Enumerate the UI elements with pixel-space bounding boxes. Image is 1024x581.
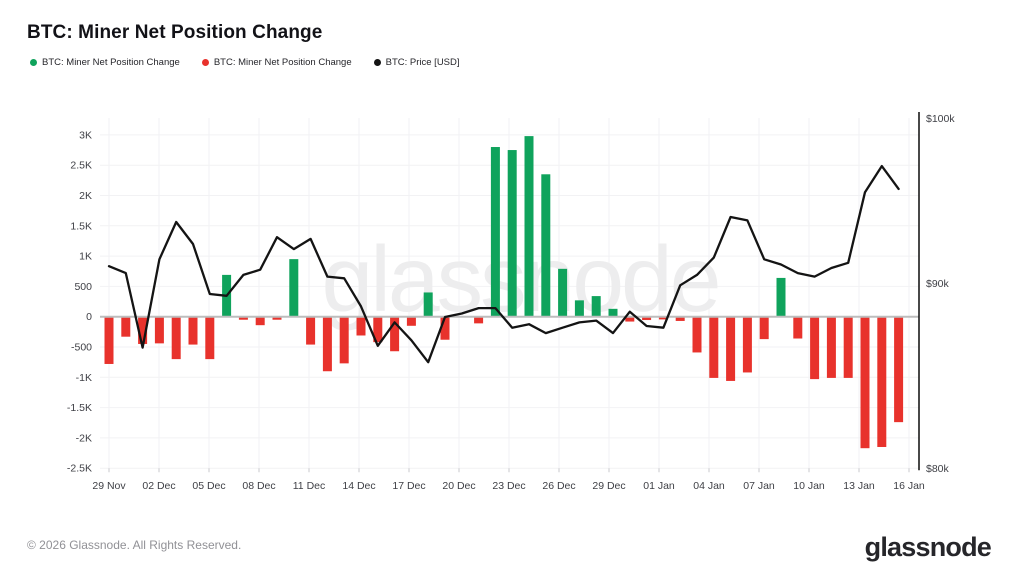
bar-negative[interactable] [877,316,887,447]
bar-negative[interactable] [373,316,383,343]
legend-label-negative: BTC: Miner Net Position Change [213,57,352,68]
x-axis-tick-label: 13 Jan [843,480,875,492]
legend-item-price[interactable]: BTC: Price [USD] [373,57,460,68]
x-axis-tick-label: 29 Nov [92,480,126,492]
bar-negative[interactable] [709,316,719,378]
bar-negative[interactable] [759,316,769,340]
bar-negative[interactable] [642,316,652,321]
bar-positive[interactable] [289,259,299,317]
x-axis-tick-label: 02 Dec [142,480,175,492]
btc-price-series[interactable] [107,164,900,364]
bar-negative[interactable] [440,316,450,340]
glassnode-watermark: glassnode [322,227,719,331]
left-axis-tick-label: -2K [76,432,92,444]
bar-negative[interactable] [810,316,820,380]
legend-item-positive[interactable]: BTC: Miner Net Position Change [30,57,180,68]
left-axis-tick-label: 2K [79,190,92,202]
bar-negative[interactable] [692,316,702,353]
left-axis-tick-label: 3K [79,129,92,141]
bar-negative[interactable] [171,316,181,360]
bar-positive[interactable] [524,136,534,317]
bar-positive[interactable] [591,296,601,317]
bar-negative[interactable] [356,316,366,336]
right-axis-tick-label: $80k [926,463,950,475]
legend-item-negative[interactable]: BTC: Miner Net Position Change [201,57,352,68]
bar-negative[interactable] [675,316,685,321]
copyright-text: © 2026 Glassnode. All Rights Reserved. [27,538,242,552]
page-title: BTC: Miner Net Position Change [27,22,323,43]
bar-positive[interactable] [608,308,618,317]
left-axis-tick-label: -2.5K [67,463,92,475]
bar-negative[interactable] [474,316,484,324]
bar-negative[interactable] [272,316,282,320]
x-axis-tick-label: 16 Jan [893,480,925,492]
bar-positive[interactable] [776,277,786,317]
bar-positive[interactable] [423,292,433,317]
x-axis-tick-label: 11 Dec [293,480,326,492]
legend-dot-green-icon [30,59,37,66]
bar-negative[interactable] [205,316,215,360]
left-axis-tick-label: 1K [79,251,92,263]
bar-negative[interactable] [306,316,316,345]
bar-positive[interactable] [541,174,551,317]
left-axis-tick-label: 2.5K [70,160,92,172]
x-axis-tick-label: 26 Dec [542,480,575,492]
bar-negative[interactable] [238,316,248,320]
x-axis-tick-label: 29 Dec [592,480,625,492]
bar-positive[interactable] [507,150,517,317]
net-position-bars [104,136,904,449]
bar-negative[interactable] [726,316,736,381]
bar-negative[interactable] [138,316,148,344]
left-axis-tick-label: -1K [76,372,92,384]
bar-negative[interactable] [658,316,668,320]
left-axis-tick-label: 0 [86,311,92,323]
x-axis-tick-label: 07 Jan [743,480,775,492]
glassnode-logo: glassnode [864,532,992,562]
x-axis-tick-label: 14 Dec [342,480,375,492]
left-axis-tick-label: -500 [71,342,92,354]
bar-negative[interactable] [322,316,332,372]
bar-negative[interactable] [742,316,752,373]
bar-negative[interactable] [860,316,870,449]
x-axis-tick-label: 23 Dec [492,480,525,492]
bar-negative[interactable] [843,316,853,378]
right-axis-tick-label: $90k [926,278,950,290]
bar-negative[interactable] [255,316,265,326]
x-axis-tick-label: 04 Jan [693,480,725,492]
bar-negative[interactable] [894,316,904,423]
x-axis-tick-label: 05 Dec [192,480,225,492]
x-axis-tick-label: 01 Jan [643,480,675,492]
x-axis-tick-label: 10 Jan [793,480,825,492]
bar-negative[interactable] [625,316,635,322]
bar-negative[interactable] [793,316,803,339]
left-axis-tick-label: 500 [74,281,92,293]
bar-negative[interactable] [188,316,198,345]
bar-negative[interactable] [104,316,114,364]
bar-negative[interactable] [406,316,416,326]
chart-legend: BTC: Miner Net Position Change BTC: Mine… [30,57,460,68]
watermark: glassnode [322,227,722,331]
left-axis-tick-label: 1.5K [70,220,92,232]
bar-negative[interactable] [339,316,349,364]
bar-negative[interactable] [154,316,164,344]
right-axis-tick-label: $100k [926,113,955,125]
left-axis-tick-label: -1.5K [67,402,92,414]
legend-dot-black-icon [373,59,381,66]
x-axis-tick-label: 20 Dec [442,480,475,492]
bar-negative[interactable] [390,316,400,352]
price-line [100,164,919,364]
bar-positive[interactable] [490,147,500,317]
bar-positive[interactable] [558,268,568,317]
legend-label-positive: BTC: Miner Net Position Change [42,57,180,68]
bar-negative[interactable] [826,316,836,378]
x-axis-tick-label: 08 Dec [242,480,275,492]
legend-dot-red-icon [201,59,209,66]
legend-label-price: BTC: Price [USD] [385,57,460,68]
x-axis-tick-label: 17 Dec [392,480,425,492]
bar-negative[interactable] [121,316,131,337]
axes: 3K2.5K2K1.5K1K5000-500-1K-1.5K-2K-2.5K29… [67,112,955,492]
bar-positive[interactable] [574,300,584,317]
